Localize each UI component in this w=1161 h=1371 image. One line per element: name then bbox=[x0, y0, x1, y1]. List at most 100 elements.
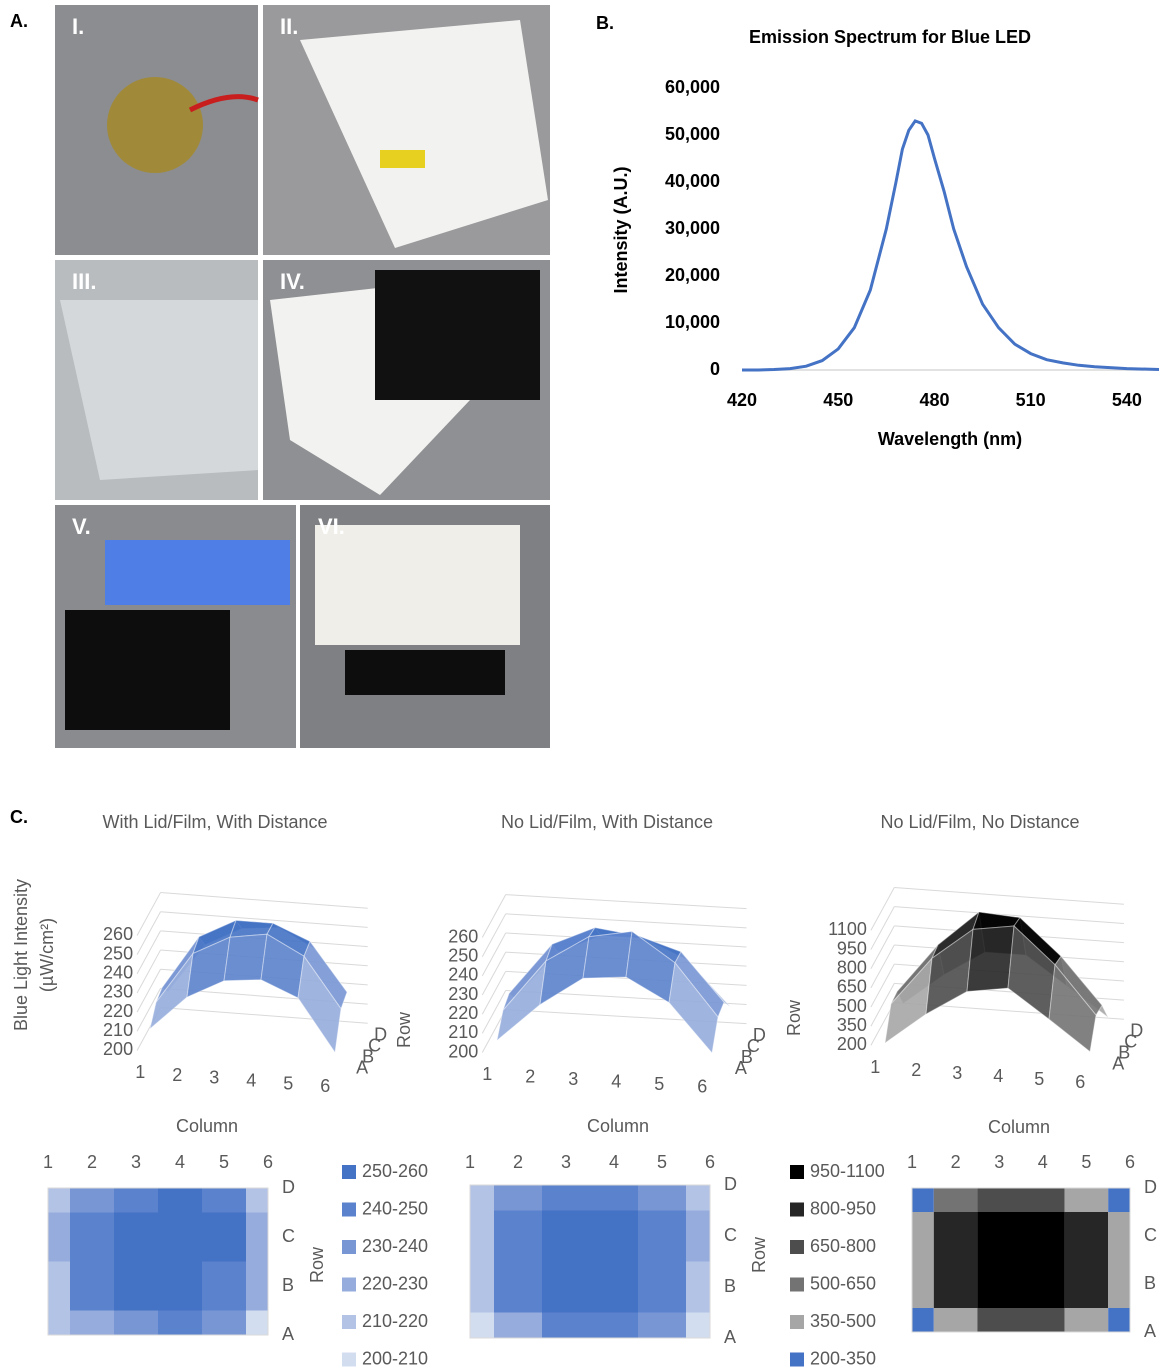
contour-cell bbox=[1021, 1308, 1065, 1332]
legend-swatch bbox=[790, 1278, 804, 1292]
contour-cell bbox=[912, 1212, 934, 1260]
surface-patch bbox=[967, 926, 1014, 992]
contour-cell bbox=[1021, 1260, 1065, 1308]
contour-cell bbox=[494, 1211, 542, 1262]
contour-cell bbox=[542, 1262, 590, 1313]
x-tick-label: 480 bbox=[919, 390, 949, 410]
line bbox=[742, 121, 1159, 370]
column-label: 4 bbox=[246, 1070, 256, 1090]
panel-label: A. bbox=[10, 11, 28, 31]
y-tick-label: 60,000 bbox=[665, 77, 720, 97]
x-axis-label: Wavelength (nm) bbox=[878, 429, 1022, 449]
column-label: 6 bbox=[697, 1077, 707, 1097]
legend-label: 250-260 bbox=[362, 1161, 428, 1181]
box bbox=[315, 525, 520, 645]
y-tick-label: 30,000 bbox=[665, 218, 720, 238]
contour-row-label: C bbox=[724, 1225, 737, 1245]
contour-cell bbox=[977, 1260, 1021, 1308]
contour-cell bbox=[70, 1262, 114, 1311]
contour-cell bbox=[470, 1313, 494, 1339]
contour-cell bbox=[542, 1185, 590, 1211]
contour-cell bbox=[1065, 1212, 1109, 1260]
contour-column-label: 3 bbox=[994, 1152, 1004, 1172]
chart-title: Emission Spectrum for Blue LED bbox=[749, 27, 1031, 47]
contour-cell bbox=[470, 1185, 494, 1211]
contour-column-label: 3 bbox=[561, 1152, 571, 1172]
contour-row-axis-label: Row bbox=[749, 1236, 769, 1273]
contour-cell bbox=[246, 1213, 268, 1262]
contour-column-label: 5 bbox=[219, 1152, 229, 1172]
column-label: 1 bbox=[482, 1064, 492, 1084]
contour-row-label: B bbox=[724, 1276, 736, 1296]
contour-cell bbox=[1065, 1308, 1109, 1332]
contour-cell bbox=[686, 1313, 710, 1339]
grid-line bbox=[161, 893, 368, 909]
z-tick-label: 210 bbox=[103, 1020, 133, 1040]
led-strip bbox=[380, 150, 425, 168]
contour-cell bbox=[934, 1260, 978, 1308]
contour-cell bbox=[70, 1213, 114, 1262]
z-tick-label: 240 bbox=[103, 963, 133, 983]
contour-cell bbox=[202, 1188, 246, 1213]
z-tick-label: 800 bbox=[837, 957, 867, 977]
contour-cell bbox=[1108, 1212, 1130, 1260]
z-tick-label: 650 bbox=[837, 977, 867, 997]
z-tick-label: 500 bbox=[837, 996, 867, 1016]
photo-label: IV. bbox=[280, 269, 305, 294]
z-tick-label: 240 bbox=[448, 965, 478, 985]
z-tick-label: 350 bbox=[837, 1015, 867, 1035]
contour-cell bbox=[934, 1212, 978, 1260]
contour-cell bbox=[70, 1188, 114, 1213]
contour-row-label: B bbox=[282, 1275, 294, 1295]
contour-cell bbox=[48, 1213, 70, 1262]
z-axis-label: Blue Light Intensity bbox=[11, 879, 31, 1031]
legend-label: 800-950 bbox=[810, 1198, 876, 1218]
column-label: 4 bbox=[993, 1066, 1003, 1086]
z-tick-label: 250 bbox=[103, 943, 133, 963]
contour-column-label: 1 bbox=[43, 1152, 53, 1172]
contour-cell bbox=[542, 1211, 590, 1262]
contour-cell bbox=[1065, 1188, 1109, 1212]
contour-cell bbox=[977, 1308, 1021, 1332]
legend-label: 200-350 bbox=[810, 1348, 876, 1368]
x-axis-label: Column bbox=[176, 1116, 238, 1136]
legend-swatch bbox=[342, 1165, 356, 1179]
z-tick-label: 200 bbox=[448, 1041, 478, 1061]
contour-column-label: 4 bbox=[609, 1152, 619, 1172]
surface-patch bbox=[150, 954, 193, 1029]
grid-line bbox=[482, 914, 505, 957]
row-axis-label: Row bbox=[784, 999, 804, 1036]
contour-row-label: D bbox=[1144, 1177, 1157, 1197]
z-tick-label: 950 bbox=[837, 938, 867, 958]
contour-cell bbox=[246, 1188, 268, 1213]
contour-cell bbox=[48, 1311, 70, 1336]
grid-line bbox=[871, 926, 894, 969]
contour-cell bbox=[202, 1213, 246, 1262]
contour-column-label: 2 bbox=[87, 1152, 97, 1172]
legend-label: 350-500 bbox=[810, 1311, 876, 1331]
z-tick-label: 260 bbox=[448, 926, 478, 946]
contour-cell bbox=[638, 1313, 686, 1339]
z-tick-label: 230 bbox=[448, 984, 478, 1004]
column-label: 2 bbox=[911, 1060, 921, 1080]
y-tick-label: 0 bbox=[710, 359, 720, 379]
contour-row-label: B bbox=[1144, 1273, 1156, 1293]
z-tick-label: 200 bbox=[103, 1039, 133, 1059]
legend-label: 210-220 bbox=[362, 1311, 428, 1331]
column-label: 5 bbox=[654, 1074, 664, 1094]
contour-column-label: 4 bbox=[1038, 1152, 1048, 1172]
contour-cell bbox=[977, 1212, 1021, 1260]
contour-cell bbox=[638, 1185, 686, 1211]
contour-cell bbox=[686, 1262, 710, 1313]
column-label: 2 bbox=[525, 1067, 535, 1087]
contour-cell bbox=[638, 1211, 686, 1262]
photo-label: V. bbox=[72, 514, 91, 539]
contour-column-label: 1 bbox=[465, 1152, 475, 1172]
grid-line bbox=[137, 931, 160, 974]
legend-swatch bbox=[342, 1353, 356, 1367]
contour-cell bbox=[158, 1213, 202, 1262]
z-tick-label: 260 bbox=[103, 924, 133, 944]
column-label: 2 bbox=[172, 1065, 182, 1085]
contour-column-label: 1 bbox=[907, 1152, 917, 1172]
grid-line bbox=[137, 950, 160, 993]
